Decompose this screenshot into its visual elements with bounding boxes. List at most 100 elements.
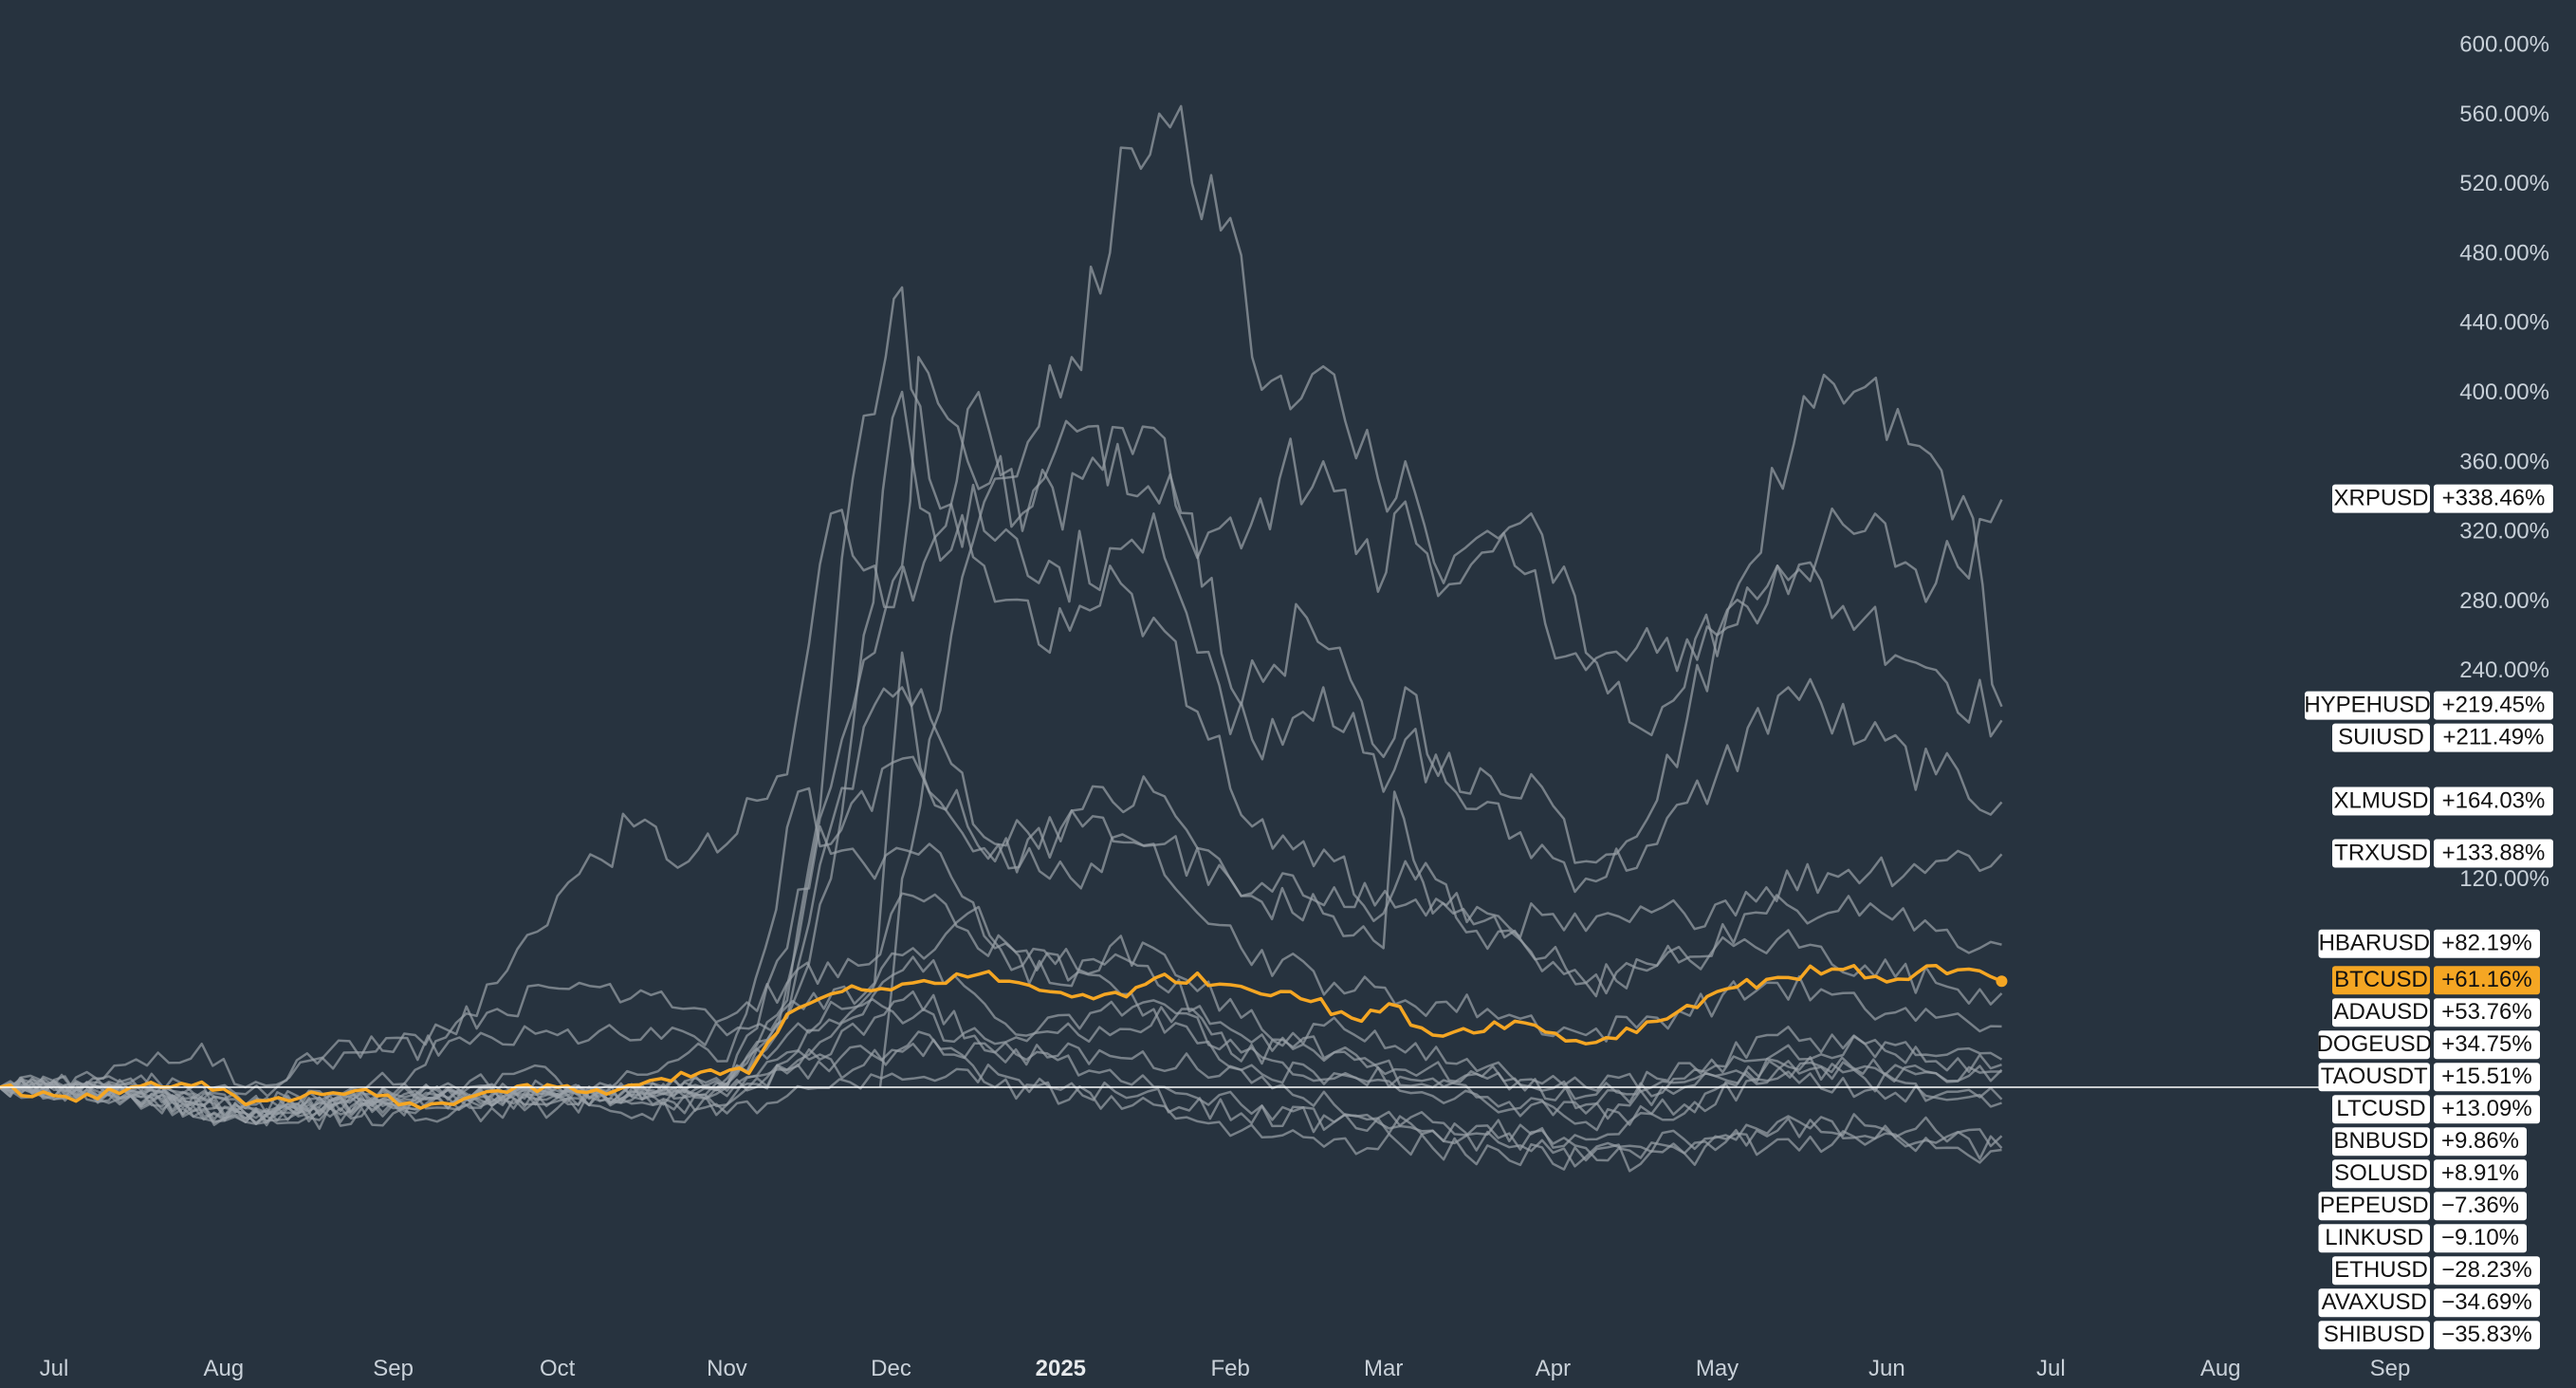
- value-tag-symbol: TRXUSD: [2334, 840, 2428, 865]
- y-tick-label: 320.00%: [2459, 519, 2549, 545]
- value-tag-symbol: ETHUSD: [2334, 1257, 2428, 1283]
- value-tag-change: +8.91%: [2441, 1160, 2519, 1186]
- y-axis[interactable]: 600.00% 560.00% 520.00% 480.00% 440.00% 400.0…: [2459, 32, 2549, 893]
- y-tick-label: 560.00%: [2459, 102, 2549, 127]
- value-tag-trxusd[interactable]: TRXUSD +133.88%: [2332, 839, 2553, 868]
- value-tag-value-bg: [2434, 1030, 2540, 1060]
- y-tick-label: 600.00%: [2459, 32, 2549, 58]
- y-tick-label: 400.00%: [2459, 379, 2549, 405]
- value-tag-change: +61.16%: [2441, 967, 2531, 992]
- value-tag-change: +211.49%: [2443, 725, 2545, 750]
- value-tag-name-bg: [2318, 1224, 2430, 1253]
- value-tag-symbol: ADAUSD: [2333, 999, 2428, 1025]
- value-tag-change: +164.03%: [2442, 787, 2546, 813]
- x-axis[interactable]: Jul Aug Sep Oct Nov Dec 2025 Feb Mar Apr May Jun Jul…: [40, 1356, 2411, 1381]
- series-endpoint-btcusd: [1996, 975, 2008, 988]
- value-tag-symbol: DOGEUSD: [2317, 1031, 2432, 1057]
- x-tick-label: Aug: [203, 1356, 244, 1381]
- value-tag-value-bg: [2434, 1224, 2527, 1253]
- value-tag-ltcusd[interactable]: LTCUSD +13.09%: [2332, 1095, 2540, 1124]
- value-tag-value-bg: [2434, 839, 2553, 868]
- value-tag-symbol: PEPEUSD: [2320, 1193, 2429, 1218]
- value-tag-xlmusd[interactable]: XLMUSD +164.03%: [2332, 787, 2553, 816]
- value-tag-xrpusd[interactable]: XRPUSD +338.46%: [2332, 484, 2553, 513]
- series-line-solusd[interactable]: [0, 997, 2002, 1120]
- value-tag-value-bg: [2434, 1095, 2540, 1124]
- x-tick-label: Jul: [2036, 1356, 2066, 1381]
- series-value-tags: XRPUSD +338.46% HYPEHUSD +219.45% SUIUSD +211…: [2304, 484, 2553, 1350]
- value-tag-value-bg: [2434, 966, 2540, 995]
- value-tag-value-bg: [2434, 723, 2553, 752]
- value-tag-btcusd[interactable]: BTCUSD +61.16%: [2332, 966, 2540, 995]
- value-tag-value-bg: [2434, 1321, 2540, 1350]
- value-tag-symbol: BNBUSD: [2333, 1128, 2428, 1154]
- series-line-avaxusd[interactable]: [0, 990, 2003, 1168]
- value-tag-avaxusd[interactable]: AVAXUSD −34.69%: [2318, 1288, 2541, 1318]
- value-tag-dogeusd[interactable]: DOGEUSD +34.75%: [2317, 1030, 2540, 1060]
- x-tick-label: Sep: [2370, 1356, 2411, 1381]
- value-tag-name-bg: [2318, 1192, 2430, 1221]
- value-tag-name-bg: [2318, 1063, 2430, 1092]
- value-tag-symbol: BTCUSD: [2334, 967, 2428, 992]
- value-tag-name-bg: [2305, 691, 2430, 720]
- value-tag-value-bg: [2434, 1063, 2540, 1092]
- value-tag-value-bg: [2434, 1256, 2540, 1286]
- value-tag-symbol: XLMUSD: [2333, 787, 2428, 813]
- value-tag-name-bg: [2332, 1095, 2430, 1124]
- value-tag-adausd[interactable]: ADAUSD +53.76%: [2332, 998, 2540, 1027]
- value-tag-value-bg: [2434, 998, 2540, 1027]
- x-tick-label: Sep: [373, 1356, 414, 1381]
- value-tag-value-bg: [2434, 691, 2553, 720]
- x-tick-label: Mar: [1364, 1356, 1403, 1381]
- value-tag-bnbusd[interactable]: BNBUSD +9.86%: [2332, 1127, 2527, 1157]
- y-tick-label: 280.00%: [2459, 588, 2549, 614]
- y-tick-label: 360.00%: [2459, 449, 2549, 474]
- value-tag-suiusd[interactable]: SUIUSD +211.49%: [2332, 723, 2553, 752]
- x-tick-label: Apr: [1536, 1356, 1571, 1381]
- x-tick-label: Jun: [1868, 1356, 1905, 1381]
- value-tag-name-bg: [2332, 966, 2430, 995]
- x-tick-label: May: [1696, 1356, 1739, 1381]
- value-tag-change: −35.83%: [2441, 1322, 2531, 1347]
- value-tag-name-bg: [2332, 484, 2430, 513]
- value-tag-pepeusd[interactable]: PEPEUSD −7.36%: [2318, 1192, 2528, 1221]
- value-tag-name-bg: [2332, 998, 2430, 1027]
- value-tag-change: −28.23%: [2441, 1257, 2531, 1283]
- x-tick-label: Nov: [707, 1356, 747, 1381]
- value-tag-value-bg: [2434, 1159, 2527, 1189]
- series-line-hypehusd[interactable]: [878, 104, 2003, 1088]
- value-tag-change: −9.10%: [2441, 1225, 2519, 1250]
- y-tick-label: 480.00%: [2459, 240, 2549, 266]
- x-tick-label: 2025: [1036, 1356, 1086, 1381]
- x-tick-label: Oct: [540, 1356, 576, 1381]
- y-tick-label: 240.00%: [2459, 657, 2549, 683]
- series-line-ltcusd[interactable]: [0, 955, 2002, 1114]
- value-tag-solusd[interactable]: SOLUSD +8.91%: [2332, 1159, 2527, 1189]
- x-tick-label: Feb: [1210, 1356, 1249, 1381]
- value-tag-symbol: SUIUSD: [2338, 725, 2424, 750]
- value-tag-name-bg: [2318, 1288, 2430, 1318]
- value-tag-value-bg: [2434, 484, 2553, 513]
- value-tag-change: +9.86%: [2441, 1128, 2519, 1154]
- value-tag-name-bg: [2332, 787, 2430, 816]
- value-tag-change: −7.36%: [2441, 1193, 2519, 1218]
- value-tag-change: +82.19%: [2441, 931, 2531, 956]
- value-tag-symbol: LINKUSD: [2325, 1225, 2423, 1250]
- series-line-shibusd[interactable]: [0, 1030, 2002, 1173]
- x-tick-label: Aug: [2200, 1356, 2241, 1381]
- x-tick-label: Jul: [40, 1356, 69, 1381]
- value-tag-linkusd[interactable]: LINKUSD −9.10%: [2318, 1224, 2528, 1253]
- value-tag-shibusd[interactable]: SHIBUSD −35.83%: [2318, 1321, 2541, 1350]
- value-tag-taousdt[interactable]: TAOUSDT +15.51%: [2318, 1063, 2541, 1092]
- series-line-btcusd[interactable]: [0, 963, 2003, 1110]
- value-tag-change: +15.51%: [2441, 1064, 2531, 1089]
- value-tag-value-bg: [2434, 1127, 2527, 1157]
- value-tag-hypehusd[interactable]: HYPEHUSD +219.45%: [2304, 691, 2553, 720]
- value-tag-name-bg: [2332, 1127, 2430, 1157]
- value-tag-symbol: AVAXUSD: [2322, 1289, 2427, 1315]
- value-tag-change: +338.46%: [2442, 486, 2546, 511]
- value-tag-hbarusd[interactable]: HBARUSD +82.19%: [2318, 929, 2541, 958]
- value-tag-ethusd[interactable]: ETHUSD −28.23%: [2332, 1256, 2540, 1286]
